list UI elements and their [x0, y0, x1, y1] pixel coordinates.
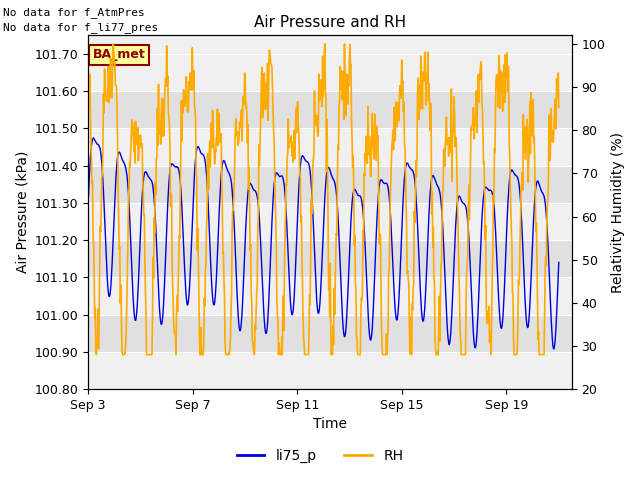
Bar [88, 240, 572, 277]
Bar [88, 91, 572, 129]
Text: No data for f_AtmPres: No data for f_AtmPres [3, 7, 145, 18]
Bar [88, 166, 572, 203]
Y-axis label: Air Pressure (kPa): Air Pressure (kPa) [15, 151, 29, 274]
Bar [88, 129, 572, 166]
Y-axis label: Relativity Humidity (%): Relativity Humidity (%) [611, 132, 625, 293]
Bar [88, 203, 572, 240]
Legend: li75_p, RH: li75_p, RH [231, 443, 409, 468]
X-axis label: Time: Time [313, 418, 347, 432]
Bar [88, 315, 572, 352]
Text: No data for f_li77_pres: No data for f_li77_pres [3, 22, 159, 33]
Bar [88, 277, 572, 315]
Bar [88, 54, 572, 91]
Text: BA_met: BA_met [93, 48, 146, 61]
Bar [88, 352, 572, 389]
Title: Air Pressure and RH: Air Pressure and RH [254, 15, 406, 30]
